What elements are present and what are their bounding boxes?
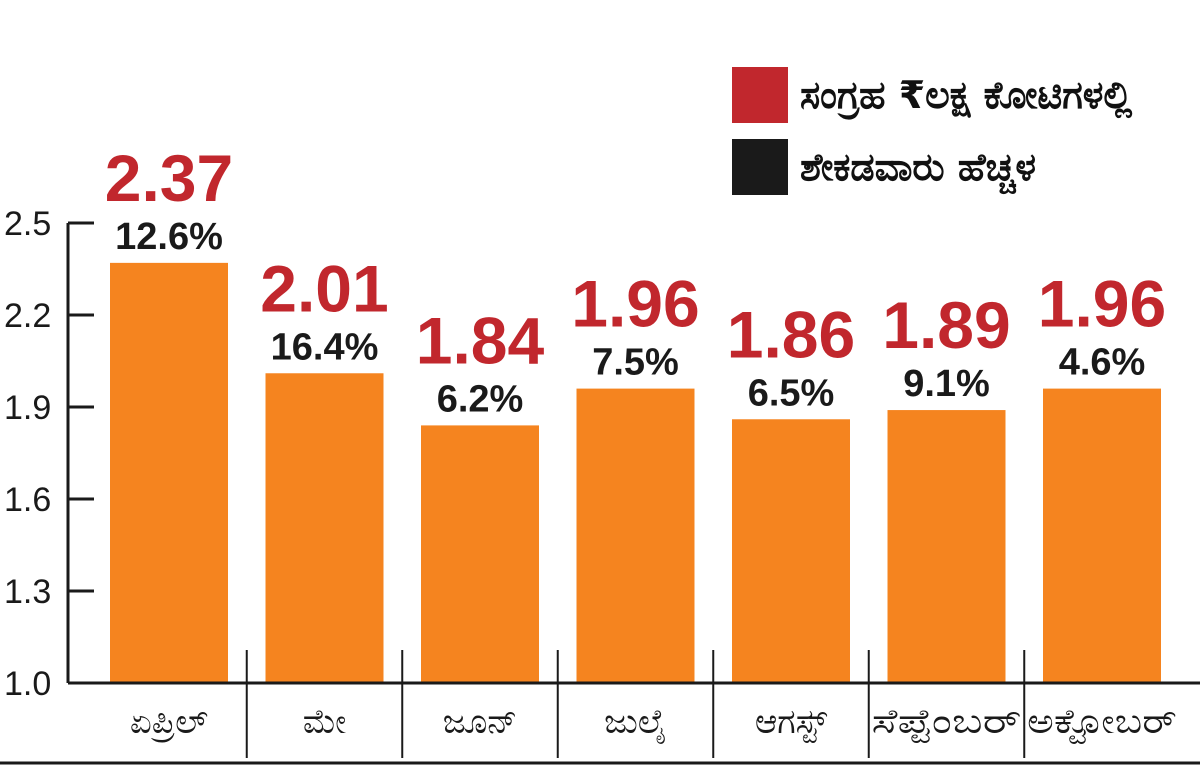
category-label-0: ಏಪ್ರಿಲ್	[130, 702, 208, 743]
percent-label-2: 6.2%	[437, 378, 524, 420]
y-tick-label-0: 1.0	[4, 665, 51, 703]
bar-6	[1043, 388, 1161, 683]
value-label-6: 1.96	[1038, 267, 1166, 341]
y-tick-label-4: 2.2	[4, 297, 51, 335]
value-label-1: 2.01	[260, 251, 388, 325]
category-label-4: ಆಗಸ್ಟ್	[755, 702, 828, 743]
percent-label-4: 6.5%	[748, 372, 835, 414]
value-label-2: 1.84	[416, 303, 545, 377]
value-label-0: 2.37	[105, 141, 233, 215]
category-label-5: ಸೆಪ್ಟೆಂಬರ್	[872, 702, 1022, 743]
y-axis: 1.0 1.3 1.6 1.9 2.2 2.5	[4, 205, 94, 703]
value-label-5: 1.89	[882, 288, 1010, 362]
legend-label-collection: ಸಂಗ್ರಹ ₹ಲಕ್ಷ ಕೋಟಿಗಳಲ್ಲಿ	[800, 72, 1133, 117]
percent-label-1: 16.4%	[271, 326, 379, 368]
value-label-3: 1.96	[571, 267, 699, 341]
y-tick-label-2: 1.6	[4, 481, 51, 519]
x-axis: ಏಪ್ರಿಲ್ ಮೇ ಜೂನ್ ಜುಲೈ ಆಗಸ್ಟ್ ಸೆಪ್ಟೆಂಬರ್ ಅಕ್ಟೋಬರ…	[0, 650, 1200, 765]
bar-3	[576, 388, 695, 683]
y-tick-label-3: 1.9	[4, 389, 51, 427]
category-label-3: ಜುಲೈ	[604, 702, 667, 744]
legend-item-growth: ಶೇಕಡವಾರು ಹೆಚ್ಚಳ	[732, 138, 1132, 196]
bar-0	[110, 262, 228, 683]
legend: ಸಂಗ್ರಹ ₹ಲಕ್ಷ ಕೋಟಿಗಳಲ್ಲಿ ಶೇಕಡವಾರು ಹೆಚ್ಚಳ	[732, 66, 1132, 210]
value-label-4: 1.86	[727, 297, 855, 371]
percent-label-3: 7.5%	[592, 342, 679, 384]
bar-5	[887, 410, 1006, 683]
y-tick-label-5: 2.5	[4, 205, 51, 243]
bar-1	[265, 373, 384, 683]
bar-4	[732, 419, 850, 683]
percent-label-5: 9.1%	[903, 363, 990, 405]
legend-swatch-black	[732, 139, 788, 195]
legend-item-collection: ಸಂಗ್ರಹ ₹ಲಕ್ಷ ಕೋಟಿಗಳಲ್ಲಿ	[732, 66, 1132, 124]
y-tick-label-1: 1.3	[4, 573, 51, 611]
percent-label-6: 4.6%	[1059, 342, 1146, 384]
category-label-6: ಅಕ್ಟೋಬರ್	[1027, 702, 1177, 744]
percent-label-0: 12.6%	[115, 216, 223, 258]
category-label-2: ಜೂನ್	[443, 702, 517, 742]
category-label-1: ಮೇ	[303, 702, 347, 742]
legend-swatch-red	[732, 67, 788, 123]
bar-2	[421, 425, 539, 683]
legend-label-growth: ಶೇಕಡವಾರು ಹೆಚ್ಚಳ	[800, 144, 1037, 189]
